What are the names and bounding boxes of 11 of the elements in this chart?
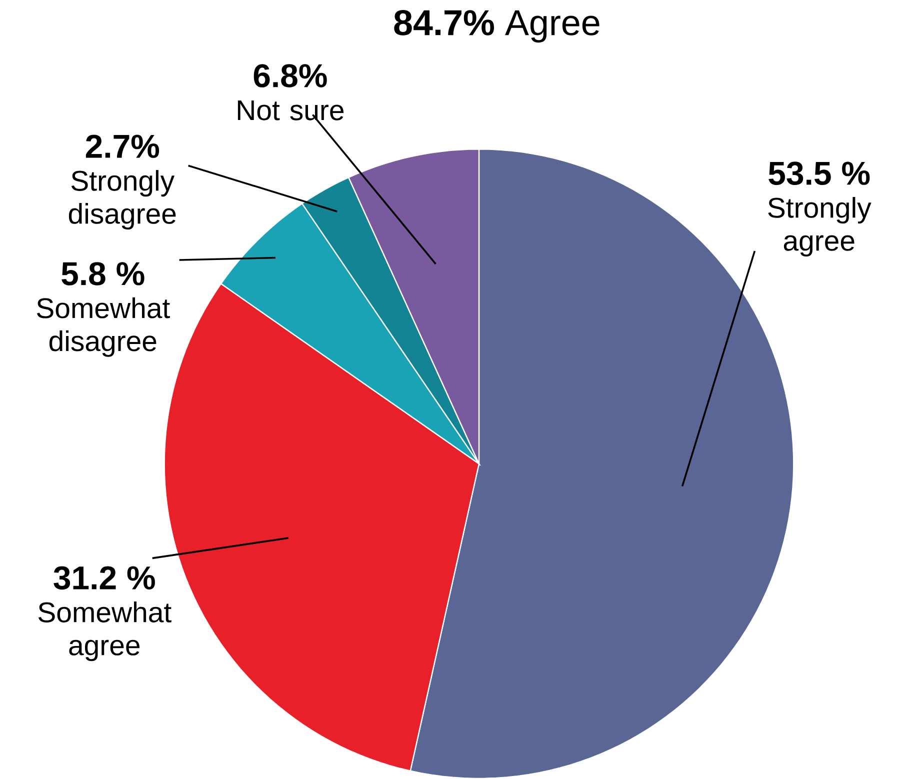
data-label: 6.8%: [254, 64, 327, 88]
slice-label: Somewhat disagree: [36, 297, 170, 357]
slice-label: Strongly agree: [768, 196, 872, 256]
chart-title: 84.7% Agree: [394, 10, 600, 43]
slice-label: Somewhat agree: [38, 602, 172, 662]
slice-label: Strongly disagree: [68, 170, 176, 230]
slice-label: Not sure: [238, 100, 344, 120]
data-label: 5.8 %: [62, 262, 144, 286]
data-label: 31.2 %: [54, 566, 155, 590]
data-label: 53.5 %: [768, 162, 870, 186]
data-label: 2.7%: [86, 134, 160, 158]
